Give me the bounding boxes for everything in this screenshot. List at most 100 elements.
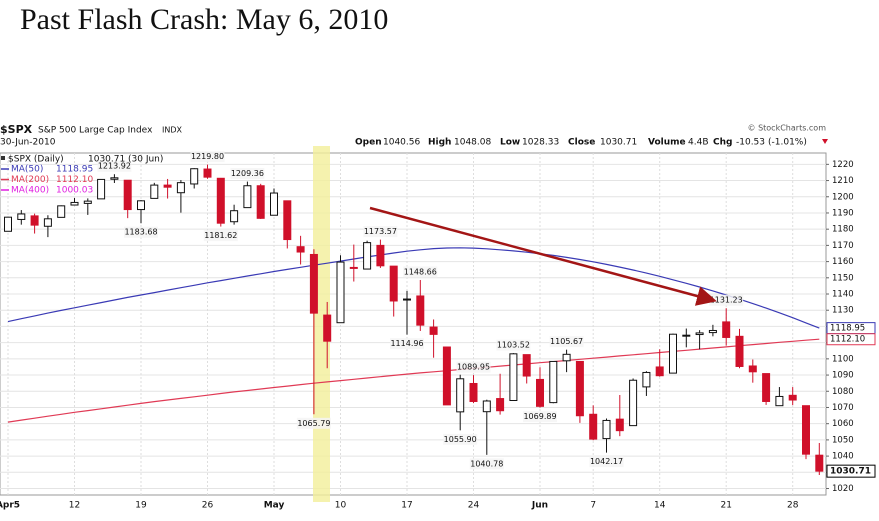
ma-line <box>7 338 820 423</box>
legend-close: 1030.71 <box>88 155 125 165</box>
candle-body <box>163 184 172 188</box>
y-tick-label: 1200 <box>832 192 854 202</box>
low-value: 1028.33 <box>522 138 559 148</box>
y-tick-label: 1150 <box>832 273 854 283</box>
annotation-bg <box>230 168 265 180</box>
x-tick-label: 17 <box>401 501 412 511</box>
candle-body <box>416 295 425 326</box>
candle-body <box>336 261 345 324</box>
annotation-bg <box>403 266 438 278</box>
annotation-bg <box>124 226 158 238</box>
candle-body <box>256 185 265 219</box>
candle-body <box>562 353 571 362</box>
candle-body <box>243 185 252 209</box>
candle-body <box>389 265 398 302</box>
candle-body <box>137 200 145 211</box>
candle-body <box>57 205 66 218</box>
date: 30-Jun-2010 <box>0 138 56 148</box>
candle-body <box>802 405 810 455</box>
volume-value: 4.4B <box>688 138 709 148</box>
highlight-band <box>313 146 330 502</box>
marks: 1213.92 1219.80 1209.36 1183.68 1181.62 1065.… <box>4 151 824 476</box>
annotation: 1069.89 <box>523 412 556 421</box>
x-tick-label: 24 <box>468 501 480 511</box>
low-label: Low <box>500 138 520 148</box>
candle-body <box>589 413 598 440</box>
down-triangle <box>822 139 828 144</box>
annotation-bg <box>709 294 744 306</box>
x-tick-label: 10 <box>335 501 347 511</box>
annotation-bg <box>443 433 478 445</box>
y-tick-label: 1180 <box>832 225 854 235</box>
y-tick-label: 1060 <box>832 419 854 429</box>
ma-line <box>7 247 820 329</box>
annotation-bg <box>496 339 531 351</box>
close-box-label: 1030.71 <box>830 467 871 477</box>
candle-body <box>575 360 584 417</box>
y-tick-label: 1080 <box>832 387 854 397</box>
y-tick-label: 1040 <box>832 452 854 462</box>
candle-body <box>456 378 465 413</box>
candle-body <box>4 216 12 232</box>
legend-name: MA(400) <box>11 186 49 196</box>
annotation: 1148.66 <box>404 267 437 276</box>
annotation: 1173.57 <box>364 227 397 236</box>
annotation: 1114.96 <box>390 339 423 348</box>
candle-body <box>363 242 372 270</box>
annotation: 1065.79 <box>297 419 330 428</box>
candle-body <box>482 400 491 413</box>
candle-body <box>708 329 717 334</box>
high-label: High <box>428 138 451 148</box>
x-tick-label: 14 <box>654 501 666 511</box>
candle-body <box>442 346 451 406</box>
legend-name: MA(200) <box>11 175 49 185</box>
candle-body <box>296 246 305 253</box>
candle-body <box>735 335 744 367</box>
candle-body <box>669 333 677 374</box>
legend-icon <box>1 156 5 160</box>
candle-body <box>176 182 185 194</box>
chart-title: Past Flash Crash: May 6, 2010 <box>20 3 388 36</box>
candle-body <box>536 378 544 407</box>
annotation: 1209.36 <box>231 169 264 178</box>
annotation: 1213.92 <box>98 162 131 171</box>
annotation-bg <box>456 361 491 373</box>
candle-body <box>323 314 332 342</box>
y-tick-label: 1020 <box>832 484 854 494</box>
x-tick-label: 7 <box>590 501 596 511</box>
x-tick-label: Apr5 <box>0 501 20 511</box>
candle-body <box>469 382 478 402</box>
value-box <box>826 333 876 346</box>
candle-body <box>522 354 531 377</box>
candle-body <box>429 326 438 335</box>
y-tick-label: 1100 <box>832 354 854 364</box>
open-label: Open <box>355 138 382 148</box>
y-tick-label: 1050 <box>832 435 854 445</box>
value-box-label: 1118.95 <box>830 324 865 334</box>
index-name: S&P 500 Large Cap Index <box>38 126 153 136</box>
annotation: 1181.62 <box>204 231 237 240</box>
legend-date: (30 Jun) <box>128 155 163 165</box>
annotation: 1183.68 <box>124 228 157 237</box>
annotation-bg <box>469 458 504 470</box>
open-value: 1040.56 <box>383 138 420 148</box>
candle-body <box>349 266 358 269</box>
candle-body <box>150 184 159 199</box>
candle-body <box>83 200 92 204</box>
candle-body <box>203 168 212 178</box>
candle-body <box>762 373 771 402</box>
y-tick-label: 1140 <box>832 290 854 300</box>
x-tick-label: Jun <box>531 501 548 511</box>
y-tick-label: 1220 <box>832 160 854 170</box>
candle-body <box>30 215 39 226</box>
ma-lines <box>7 247 820 423</box>
annotation: 1042.17 <box>590 457 623 466</box>
y-tick-label: 1190 <box>832 208 854 218</box>
high-value: 1048.08 <box>454 138 491 148</box>
y-tick-label: 1090 <box>832 371 854 381</box>
exchange: INDX <box>162 126 183 135</box>
candle-body <box>190 168 199 185</box>
candle-body <box>17 213 26 220</box>
x-tick-label: 19 <box>135 501 147 511</box>
